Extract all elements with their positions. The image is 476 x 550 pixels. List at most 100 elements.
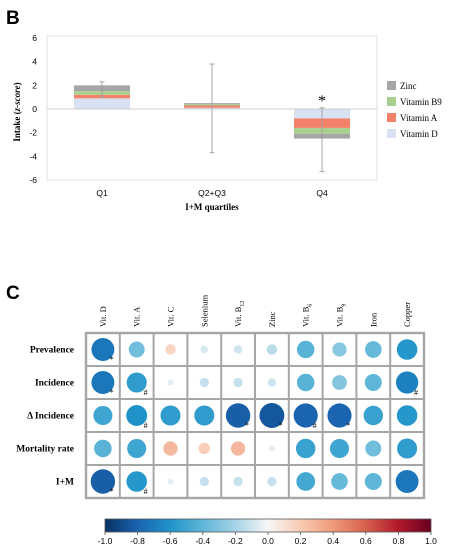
significance-mark: * [110,487,114,496]
y-tick-label: -4 [29,151,37,161]
column-header-vit-b6: Vit. B6 [301,304,314,327]
legend-swatch-vitamin-a [387,113,396,122]
heatmap-circle-i-m-vit-b12 [233,476,243,487]
heatmap-circle-incidence-copper [395,371,419,394]
heatmap-circle-mortality-rate-vit-b6 [295,438,316,459]
column-header-vit-d: Vit. D [98,306,108,327]
column-header-base: Vit. B [335,306,345,327]
y-tick-label: 0 [32,104,37,114]
heatmap-circle-prevalence-vit-a [128,341,145,358]
heatmap-circle-mortality-rate-copper [397,438,418,459]
x-tick-label: Q2+Q3 [198,188,226,198]
colorbar-tick-label: 0.0 [262,536,274,546]
heatmap-circle-incidence-vit-d [93,405,113,426]
heatmap-circle-incidence-iron [363,405,384,426]
heatmap-circle-i-m-vit-a [126,471,147,492]
heatmap-circle-i-m-vit-b6 [296,472,316,491]
heatmap-circle-incidence-vit-d [91,371,115,394]
heatmap-circle-mortality-rate-vit-a [127,438,147,459]
heatmap-circle-i-m-iron [364,472,382,491]
heatmap-circle-mortality-rate-vit-c [163,441,178,456]
column-header-vit-a: Vit. A [132,306,142,327]
panel-b-x-axis-label: I+M quartiles [185,202,239,212]
colorbar-tick-label: 0.8 [392,536,404,546]
row-header-incidence: Δ Incidence [27,412,74,422]
legend-label-vitamin-d: Vitamin D [400,129,438,139]
colorbar-tick-label: -0.8 [130,536,145,546]
colorbar-tick-label: -0.4 [195,536,210,546]
heatmap-circle-incidence-zinc [267,378,277,387]
heatmap-circle-incidence-vit-a [126,372,147,393]
y-tick-label: 4 [32,57,37,67]
column-header-vit-b12: Vit. B12 [233,301,246,327]
panel-b-plot-frame [46,35,378,181]
heatmap-circle-prevalence-vit-b12 [233,345,243,354]
heatmap-circle-i-m-selenium [199,476,209,487]
significance-mark: # [414,388,418,397]
column-header-base: Vit. D [98,306,108,327]
y-tick-label: 6 [32,33,37,43]
colorbar-tick-label: -1.0 [98,536,113,546]
colorbar-tick-label: 0.6 [360,536,372,546]
q4-significance-mark: * [318,93,326,110]
heatmap-circle-incidence-vit-b6 [293,403,318,428]
heatmap-circle-i-m-zinc [267,476,277,487]
column-header-copper: Copper [402,302,412,327]
column-header-base: Selenium [199,295,209,327]
heatmap-circle-mortality-rate-vit-b12 [230,441,246,456]
heatmap-circle-incidence-selenium [194,405,215,426]
legend-label-zinc: Zinc [400,81,417,91]
heatmap-circle-incidence-vit-a [126,405,148,426]
colorbar-tick-label: 1.0 [425,536,437,546]
colorbar-tick-label: -0.2 [228,536,243,546]
heatmap-circle-mortality-rate-iron [365,440,382,457]
heatmap-circle-incidence-vit-c [160,405,181,426]
y-tick-label: 2 [32,80,37,90]
heatmap-circle-mortality-rate-vit-b9 [329,438,350,459]
significance-mark: # [144,421,148,430]
heatmap-circle-i-m-vit-b9 [331,473,348,490]
heatmap-cells [84,331,426,500]
heatmap-circle-incidence-vit-b12 [225,403,251,428]
column-header-subscript: 9 [342,304,348,307]
column-header-base: Vit. A [132,306,142,327]
heatmap-circle-mortality-rate-vit-d [94,439,112,458]
heatmap-circle-i-m-copper [395,470,419,493]
panel-b-y-axis-label: Intake (z-score) [12,82,22,141]
column-header-base: Iron [368,312,378,327]
column-header-iron: Iron [368,312,378,327]
colorbar-tick-label: -0.6 [163,536,178,546]
y-tick-label: -2 [29,128,37,138]
heatmap-circle-incidence-selenium [199,377,209,388]
heatmap-circle-prevalence-vit-b6 [296,340,315,359]
column-header-base: Copper [402,302,412,327]
panel-b-x-ticks: Q1 Q2+Q3 Q4 [96,188,328,198]
heatmap-circle-i-m-vit-c [167,478,174,485]
bar-vitamin-d-q1 [74,98,130,109]
legend-swatch-vitamin-d [387,129,396,138]
heatmap-circle-prevalence-iron [364,341,382,358]
significance-mark: * [245,421,249,430]
heatmap-circle-incidence-vit-b12 [233,377,243,388]
panel-b-letter: B [6,8,20,29]
column-header-zinc: Zinc [267,311,277,327]
colorbar: -1.0 -0.8 -0.6 -0.4 -0.2 0.0 0.2 0.4 0.6 0.8 1.0 [98,518,437,546]
heatmap-circle-mortality-rate-selenium [198,442,211,455]
heatmap-row-headers: Prevalence Incidence Δ Incidence Mortality … [16,346,74,488]
row-header-mortality-rate: Mortality rate [16,445,74,455]
legend-swatch-vitamin-b9 [387,97,396,106]
significance-mark: * [110,355,114,364]
heatmap-circle-prevalence-vit-d [91,338,115,361]
column-header-subscript: 12 [240,301,246,307]
column-header-base: Vit. B [301,306,311,327]
colorbar-tick-label: 0.2 [295,536,307,546]
heatmap-circle-prevalence-vit-b9 [332,342,347,357]
row-header-incidence: Incidence [35,379,74,389]
heatmap-circle-mortality-rate-zinc [268,445,275,452]
panel-b-y-ticks: -6 -4 -2 0 2 4 6 [29,33,37,185]
heatmap-circle-incidence-iron [364,373,382,392]
